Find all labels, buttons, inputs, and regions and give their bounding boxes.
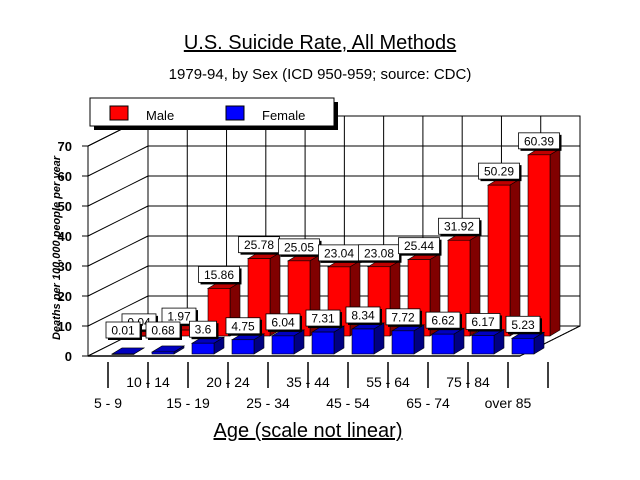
grid-line-side xyxy=(87,295,149,327)
legend-swatch-female xyxy=(225,105,245,121)
male-bar xyxy=(527,154,551,337)
data-label-box xyxy=(478,162,520,180)
female-bar xyxy=(271,335,295,355)
data-label-box xyxy=(305,309,341,327)
legend-swatch-male xyxy=(109,105,129,121)
grid-line-side xyxy=(87,205,149,237)
female-bar xyxy=(151,351,175,355)
data-label-box xyxy=(225,317,261,335)
x-tick-label: 55 - 64 xyxy=(366,374,410,390)
data-label-box xyxy=(518,132,560,150)
x-tick-label: 35 - 44 xyxy=(286,374,330,390)
data-label-box xyxy=(398,237,440,255)
y-tick-label: 0 xyxy=(65,349,72,364)
female-data-label: 3.6 xyxy=(195,323,212,337)
y-tick-label: 40 xyxy=(58,229,72,244)
legend: Male Female xyxy=(89,97,338,130)
y-axis-title: Deaths per 100,000 people per year xyxy=(51,155,63,340)
data-label-box xyxy=(385,308,421,326)
female-bar xyxy=(111,353,135,355)
male-data-label: 31.92 xyxy=(444,220,474,234)
male-data-label: 23.08 xyxy=(364,246,394,260)
data-label-box xyxy=(265,313,301,331)
female-bar xyxy=(191,342,215,355)
data-label-box xyxy=(438,217,480,235)
y-tick-label: 60 xyxy=(58,169,72,184)
female-data-label: 7.31 xyxy=(311,312,335,326)
y-tick-label: 20 xyxy=(58,289,72,304)
female-data-label: 8.34 xyxy=(351,308,375,322)
x-tick-label: 75 - 84 xyxy=(446,374,490,390)
x-tick-label: 45 - 54 xyxy=(326,395,370,411)
grid-line-side xyxy=(87,235,149,267)
x-tick-label: 25 - 34 xyxy=(246,395,290,411)
male-data-label: 25.44 xyxy=(404,239,434,253)
male-bar-side xyxy=(549,148,561,337)
legend-box xyxy=(89,97,335,127)
female-data-label: 6.17 xyxy=(471,315,495,329)
male-data-label: 60.39 xyxy=(524,134,554,148)
grid-line-side xyxy=(87,145,149,177)
chart-title: U.S. Suicide Rate, All Methods xyxy=(183,32,457,54)
y-tick-label: 70 xyxy=(58,139,72,154)
grid-line-side xyxy=(87,175,149,207)
female-data-label: 6.62 xyxy=(431,314,455,328)
female-bar xyxy=(511,338,535,355)
data-label-box xyxy=(189,320,217,338)
female-data-label: 6.04 xyxy=(271,315,295,329)
data-label-box xyxy=(425,311,461,329)
female-bar xyxy=(311,331,335,355)
grid-line-side xyxy=(87,265,149,297)
y-tick-label: 10 xyxy=(58,319,72,334)
chart-subtitle: 1979-94, by Sex (ICD 950-959; source: CD… xyxy=(168,66,472,83)
y-axis: 0 10 20 30 40 50 60 70 xyxy=(58,139,89,364)
x-axis: 5 - 910 - 14 15 - 19 20 - 24 25 - 34 35 - 44… xyxy=(88,355,549,411)
female-bar xyxy=(231,339,255,355)
x-tick-label: 5 - 9 xyxy=(94,395,122,411)
y-tick-label: 30 xyxy=(58,259,72,274)
legend-label-male: Male xyxy=(146,108,174,123)
floor-edge xyxy=(519,325,581,357)
x-tick-label: over 85 xyxy=(485,395,532,411)
data-label-box xyxy=(345,306,381,324)
female-data-label: 4.75 xyxy=(231,319,255,333)
female-bar xyxy=(471,335,495,355)
data-labels: 0.041.9715.8625.7825.0523.0423.0825.4431… xyxy=(105,132,562,340)
male-data-label: 50.29 xyxy=(484,165,514,179)
data-label-box xyxy=(198,266,240,283)
female-bar xyxy=(431,333,455,355)
x-tick-label: 65 - 74 xyxy=(406,395,450,411)
female-data-label: 0.01 xyxy=(111,324,135,338)
male-data-label: 15.86 xyxy=(204,268,234,282)
data-label-box xyxy=(465,313,501,330)
male-data-label: 1.97 xyxy=(167,310,191,324)
female-bar xyxy=(351,328,375,355)
male-bar-side xyxy=(509,178,521,337)
female-bar xyxy=(391,330,415,355)
legend-label-female: Female xyxy=(262,108,305,123)
x-tick-label: 15 - 19 xyxy=(166,395,210,411)
female-data-label: 0.68 xyxy=(151,324,175,338)
x-tick-label: 10 - 14 xyxy=(126,374,170,390)
male-data-label: 23.04 xyxy=(324,246,354,260)
x-tick-label: 20 - 24 xyxy=(206,374,250,390)
x-axis-title: Age (scale not linear) xyxy=(213,420,403,442)
male-data-label: 25.05 xyxy=(284,240,314,254)
data-label-box xyxy=(505,315,541,333)
x-axis-title-wrap: Age (scale not linear) xyxy=(0,420,640,443)
female-data-label: 7.72 xyxy=(391,310,415,324)
data-label-box xyxy=(145,321,181,339)
y-tick-label: 50 xyxy=(58,199,72,214)
male-data-label: 25.78 xyxy=(244,238,274,252)
data-label-box xyxy=(105,321,141,339)
female-data-label: 5.23 xyxy=(511,318,535,332)
